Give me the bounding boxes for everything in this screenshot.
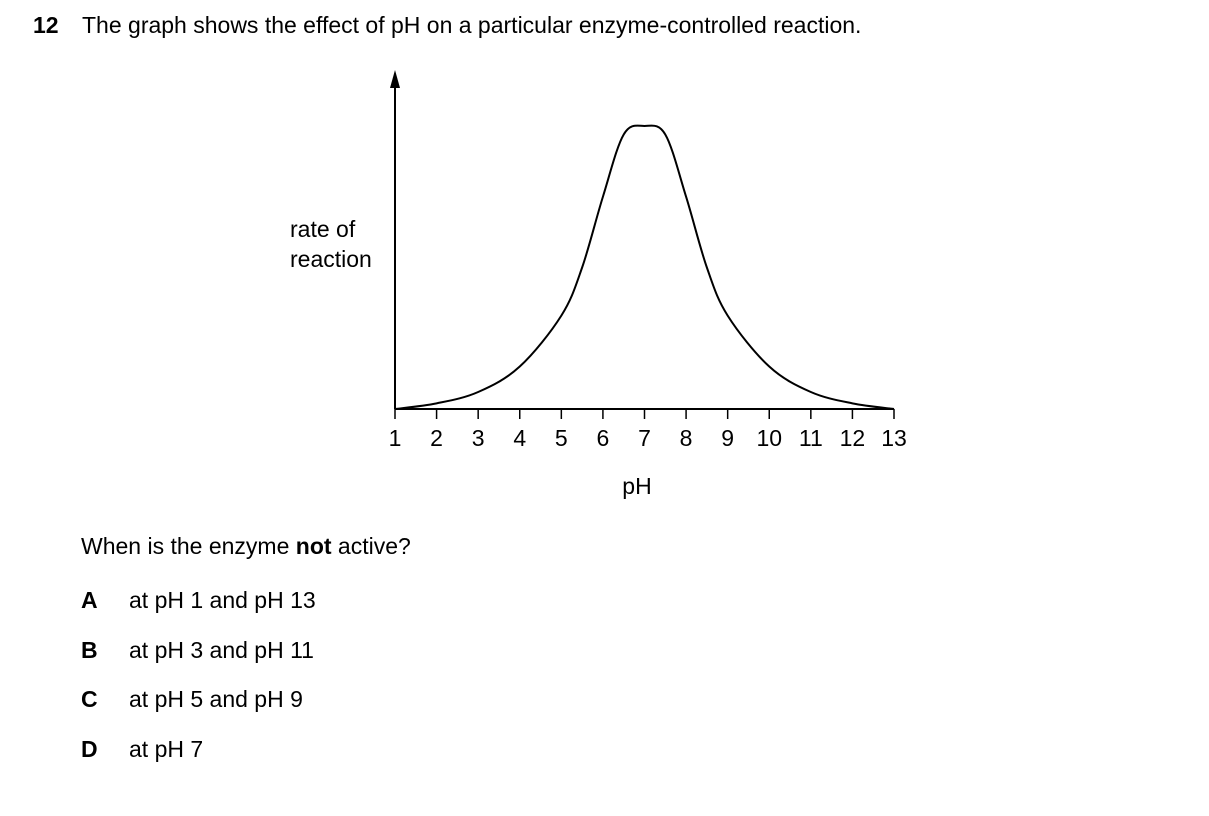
y-axis-label-line-2: reaction [290, 246, 372, 272]
chart-axes [390, 70, 894, 410]
option-text: at pH 1 and pH 13 [129, 587, 316, 613]
question-prompt: When is the enzyme not active? [81, 533, 411, 560]
question-text: The graph shows the effect of pH on a pa… [82, 12, 862, 38]
x-tick-label: 5 [555, 425, 568, 451]
x-tick-label: 2 [430, 425, 443, 451]
x-tick-label: 1 [389, 425, 402, 451]
x-axis-ticks [394, 409, 895, 419]
ph-rate-chart: 1 2 3 4 5 6 7 8 9 10 11 12 13 rate of reaction pH [290, 70, 907, 499]
option-letter: D [81, 736, 98, 762]
prompt-start: When is the enzyme [81, 533, 296, 559]
x-tick-label: 9 [721, 425, 734, 451]
x-tick-label: 8 [680, 425, 693, 451]
x-tick-label: 4 [513, 425, 526, 451]
x-tick-label: 10 [756, 425, 782, 451]
option-letter: A [81, 587, 98, 613]
prompt-end: active? [331, 533, 411, 559]
x-tick-label: 13 [881, 425, 907, 451]
y-axis-arrowhead [390, 70, 400, 88]
x-tick-label: 7 [638, 425, 651, 451]
x-tick-label: 3 [472, 425, 485, 451]
option-text: at pH 5 and pH 9 [129, 686, 303, 712]
option-text: at pH 3 and pH 11 [129, 637, 314, 663]
prompt-emphasis: not [295, 533, 332, 559]
x-axis-tick-labels: 1 2 3 4 5 6 7 8 9 10 11 12 13 [389, 425, 907, 451]
x-tick-label: 6 [597, 425, 610, 451]
rate-curve [394, 124, 895, 410]
x-axis-label: pH [622, 473, 651, 499]
option-text: at pH 7 [129, 736, 204, 762]
x-tick-label: 12 [840, 425, 866, 451]
option-letter: C [81, 686, 98, 712]
option-letter: B [81, 637, 98, 663]
y-axis-label-line-1: rate of [290, 216, 356, 242]
x-tick-label: 11 [799, 425, 823, 451]
question-number: 12 [33, 12, 59, 38]
